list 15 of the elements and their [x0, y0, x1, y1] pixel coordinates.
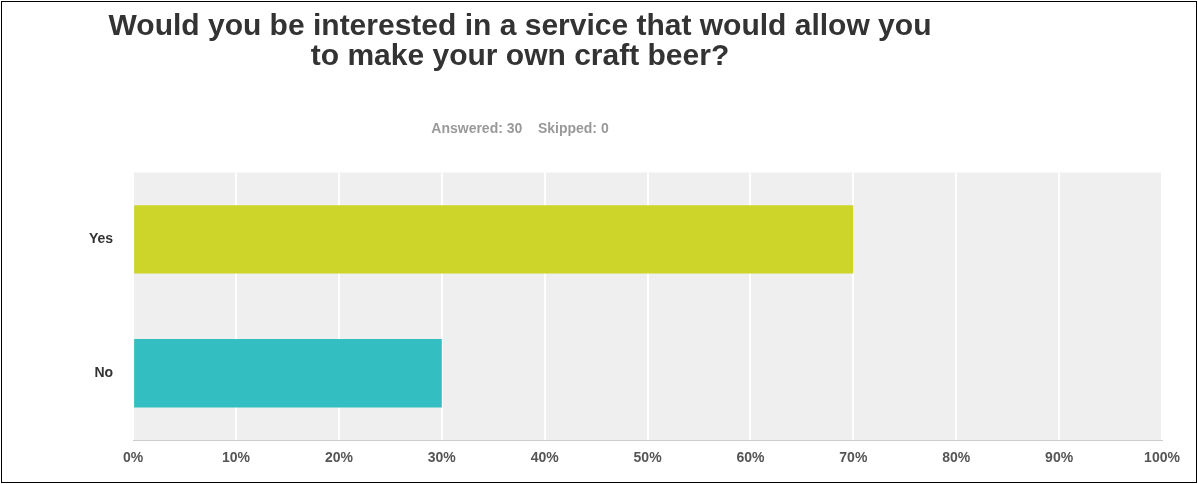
x-tick-label: 100%	[1144, 449, 1181, 466]
x-tick-label: 10%	[222, 449, 251, 466]
x-tick-label: 80%	[942, 449, 971, 466]
x-tick-label: 50%	[633, 449, 663, 466]
y-tick-label: No	[94, 364, 114, 381]
x-tick-label: 60%	[736, 449, 766, 466]
x-tick-label: 40%	[530, 449, 560, 466]
x-tick-label: 90%	[1045, 449, 1074, 466]
x-tick-label: 20%	[324, 449, 354, 466]
y-tick-label: Yes	[89, 230, 114, 247]
x-tick-label: 0%	[123, 449, 144, 466]
x-tick-label: 30%	[427, 449, 457, 466]
chart-title: Would you be interested in a service that would allow you to make your own craft beer?	[107, 8, 933, 71]
chart-subtitle: Answered: 30 Skipped: 0	[430, 120, 610, 136]
x-tick-label: 70%	[839, 449, 868, 466]
